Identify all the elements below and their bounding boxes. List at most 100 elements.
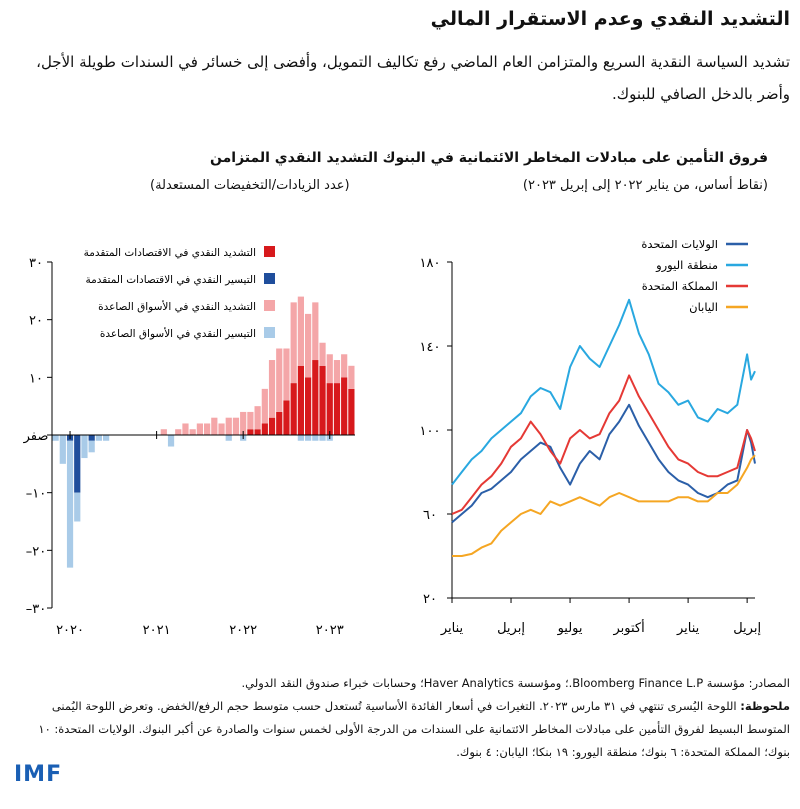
legend-label: الولايات المتحدة [641,240,718,252]
bar-light_red [268,360,276,418]
bar-light_red [290,302,297,384]
bar-light_red [254,406,261,430]
synchronized-tightening-chart: ٣٠ ٢٠ ١٠ صفر ١٠– ٢٠– ٣٠– ٢٠٢٠ ٢٠٢١ ٢٠٢٢ ٢٠٢٣ التشد… [23,246,355,638]
series-line-us [451,403,756,524]
legend-swatch [264,300,275,311]
bar-dark_red [290,383,297,435]
bar-light_red [333,360,341,384]
bar-light_blue [103,435,110,441]
bar-dark_red [268,417,276,435]
bar-dark_red [276,411,283,435]
y-tick-label: ١٨٠ [420,256,441,271]
legend-label: التيسير النقدي في الاقتصادات المتقدمة [85,274,256,286]
x-tick-label: يناير [440,621,464,636]
bar-light_blue [81,435,88,459]
bar-light_blue [74,492,81,522]
bar-light_red [225,417,232,435]
bar-light_red [247,411,254,430]
bar-light_red [211,417,218,435]
bar-light_red [189,429,196,435]
x-tick-label: يناير [676,621,700,636]
bar-dark_red [247,429,254,435]
bar-dark_red [319,365,326,435]
legend-label: منطقة اليورو [655,258,718,273]
bar-dark_red [326,383,333,435]
right-panel-subtitle: (نقاط أساس، من يناير ٢٠٢٢ إلى إبريل ٢٠٢٣… [522,178,768,193]
x-tick-label: يوليو [557,621,583,636]
bar-dark_red [348,388,355,435]
note-paragraph: ملحوظة: اللوحة اليُسرى تنتهي في ٣١ مارس … [10,695,790,764]
bar-light_blue [59,435,66,464]
bar-light_blue [297,435,304,441]
bar-light_red [297,296,304,366]
legend-label: اليابان [689,300,718,314]
bar-light_red [182,423,189,435]
series-line-euro [451,298,756,486]
bar-dark_blue [74,435,81,493]
legend-swatch [264,246,275,257]
bar-light_red [240,411,247,435]
bar-light_blue [305,435,312,441]
footer-notes: المصادر: مؤسسة Bloomberg Finance L.P.؛ و… [10,672,790,764]
y-tick-label: ٣٠– [26,602,46,617]
bar-light_red [312,302,319,361]
bar-light_red [341,354,348,378]
x-tick-label: إبريل [497,621,525,636]
bar-light_red [276,348,283,412]
bar-light_blue [167,435,175,447]
bar-dark_red [261,423,268,435]
x-tick-label: ٢٠٢١ [143,623,171,638]
left-panel-title: التشديد النقدي المتزامن [210,150,378,166]
left-panel-subtitle: (عدد الزيادات/التخفيضات المستعدلة) [150,178,350,193]
y-tick-label: ١٤٠ [420,340,441,355]
right-panel-title: فروق التأمين على مبادلات المخاطر الائتما… [382,150,768,166]
source-note: المصادر: مؤسسة Bloomberg Finance L.P.؛ و… [241,676,791,690]
bar-dark_red [283,400,290,435]
bar-light_red [348,365,355,389]
note-text: اللوحة اليُسرى تنتهي في ٣١ مارس ٢٠٢٣. ال… [38,699,790,759]
bar-light_red [326,354,333,384]
note-label: ملحوظة: [740,699,790,713]
bar-light_blue [88,440,95,453]
y-tick-label: ١٠٠ [420,424,441,439]
bar-light_blue [225,435,232,441]
legend-label: التشديد النقدي في الاقتصادات المتقدمة [84,247,256,259]
legend-swatch [264,327,275,338]
legend-label: المملكة المتحدة [642,279,718,293]
series-line-uk [451,374,756,515]
bar-dark_red [341,377,348,435]
legend-label: التشديد النقدي في الأسواق الصاعدة [98,300,256,313]
bar-dark_red [305,377,312,435]
bar-light_blue [66,440,74,568]
bar-dark_red [254,429,261,435]
bar-light_red [175,429,182,435]
x-tick-label: إبريل [733,621,761,636]
y-tick-label: ٢٠ [29,314,43,329]
x-tick-label: أكتوبر [612,619,644,636]
legend-swatch [264,273,275,284]
bar-dark_red [312,360,319,435]
x-tick-label: ٢٠٢٢ [229,623,257,638]
bar-light_red [232,417,240,435]
bar-light_red [305,313,312,378]
bar-light_blue [52,435,59,441]
y-tick-label: صفر [23,429,49,444]
bar-light_blue [312,435,319,441]
bar-light_blue [95,435,102,441]
y-tick-label: ٢٠ [423,592,437,607]
bar-light_red [204,423,211,435]
y-tick-label: ٢٠– [26,544,46,559]
y-tick-label: ١٠ [29,371,43,386]
y-tick-label: ١٠– [26,487,46,502]
bar-dark_red [333,383,341,435]
series-line-japan [452,454,756,557]
bar-light_red [218,423,225,435]
imf-logo: IMF [14,762,63,787]
bar-dark_red [297,365,304,435]
bar-dark_blue [88,435,95,441]
bar-light_blue [319,435,326,441]
y-tick-label: ٦٠ [423,508,437,523]
bar-light_red [283,348,290,401]
bar-light_red [196,423,203,435]
